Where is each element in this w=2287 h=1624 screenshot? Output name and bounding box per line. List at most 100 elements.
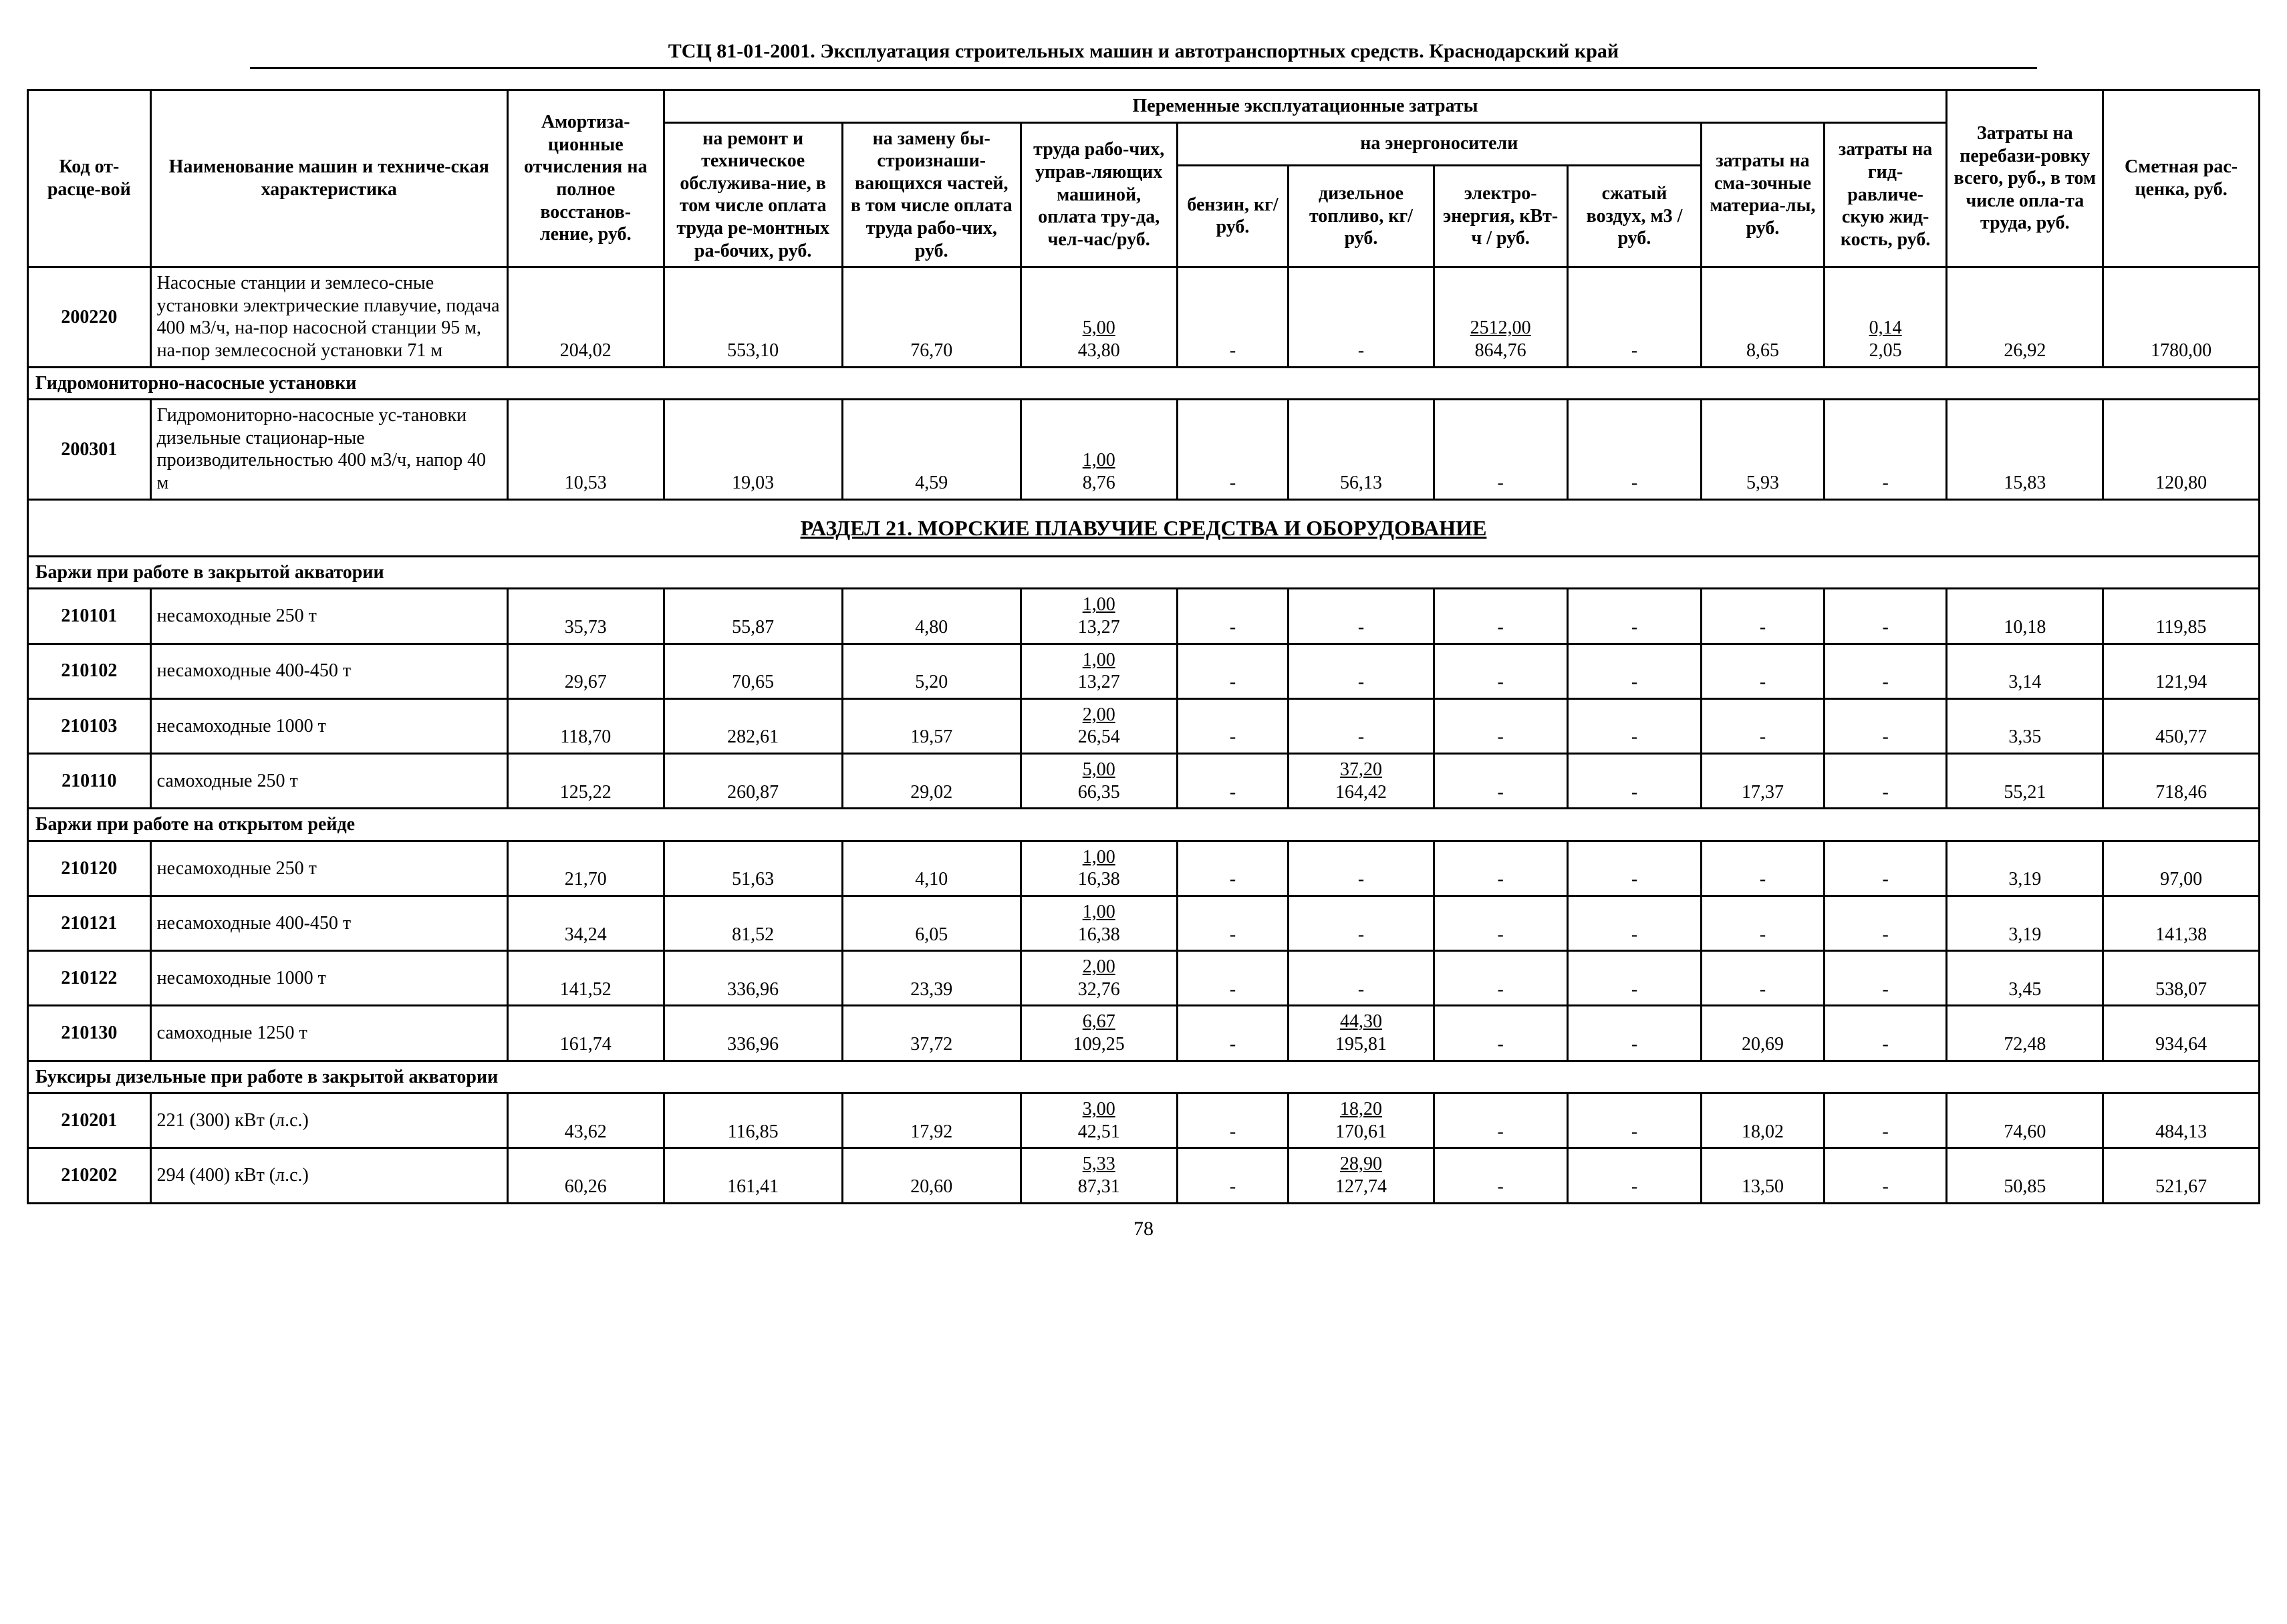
cell-benzin: - [1177,841,1289,896]
cell-replace: 5,20 [842,644,1021,698]
cell-hydra: - [1824,951,1947,1006]
cell-amort: 118,70 [507,698,664,753]
cell-code: 200220 [28,267,151,367]
col-energy-group: на энергоносители [1177,122,1702,165]
cell-reloc: 26,92 [1947,267,2103,367]
cell-name: Гидромониторно-насосные ус-тановки дизел… [150,400,507,499]
cell-reloc: 3,19 [1947,896,2103,951]
cell-lube: 8,65 [1702,267,1825,367]
col-labor: труда рабо-чих, управ-ляющих машиной, оп… [1021,122,1177,267]
cell-replace: 76,70 [842,267,1021,367]
cell-labor: 1,008,76 [1021,400,1177,499]
cell-name: 294 (400) кВт (л.с.) [150,1148,507,1203]
cell-labor: 1,0016,38 [1021,896,1177,951]
table-header: Код от-расце-вой Наименование машин и те… [28,90,2260,267]
section-title: РАЗДЕЛ 21. МОРСКИЕ ПЛАВУЧИЕ СРЕДСТВА И О… [28,499,2260,556]
cell-air: - [1567,400,1701,499]
col-repair: на ремонт и техническое обслужива-ние, в… [664,122,842,267]
cell-air: - [1567,1006,1701,1061]
cell-electro: - [1434,841,1567,896]
cell-diesel: - [1289,896,1434,951]
cell-repair: 70,65 [664,644,842,698]
cell-benzin: - [1177,644,1289,698]
cell-lube: 20,69 [1702,1006,1825,1061]
cell-lube: - [1702,698,1825,753]
cell-air: - [1567,1093,1701,1148]
cell-name: самоходные 250 т [150,754,507,809]
cell-amort: 34,24 [507,896,664,951]
cell-replace: 4,10 [842,841,1021,896]
cell-lube: - [1702,644,1825,698]
cost-table: Код от-расце-вой Наименование машин и те… [27,89,2260,1204]
title-underline [250,67,2037,69]
cell-air: - [1567,951,1701,1006]
cell-reloc: 15,83 [1947,400,2103,499]
cell-repair: 81,52 [664,896,842,951]
cell-air: - [1567,896,1701,951]
cell-air: - [1567,698,1701,753]
col-variable-group: Переменные эксплуатационные затраты [664,90,1947,123]
cell-labor: 1,0013,27 [1021,644,1177,698]
cell-electro: 2512,00864,76 [1434,267,1567,367]
cell-lube: 17,37 [1702,754,1825,809]
cell-hydra: - [1824,841,1947,896]
cell-replace: 23,39 [842,951,1021,1006]
cell-reloc: 74,60 [1947,1093,2103,1148]
cell-labor: 5,3387,31 [1021,1148,1177,1203]
cell-electro: - [1434,400,1567,499]
cell-air: - [1567,589,1701,644]
cell-name: Насосные станции и землесо-сные установк… [150,267,507,367]
cell-reloc: 10,18 [1947,589,2103,644]
cell-name: несамоходные 1000 т [150,951,507,1006]
subheader-row: Баржи при работе на открытом рейде [28,809,2260,841]
cell-air: - [1567,267,1701,367]
cell-repair: 161,41 [664,1148,842,1203]
cell-replace: 6,05 [842,896,1021,951]
subheader-row: Буксиры дизельные при работе в закрытой … [28,1061,2260,1093]
cell-repair: 55,87 [664,589,842,644]
cell-benzin: - [1177,1093,1289,1148]
cell-amort: 10,53 [507,400,664,499]
cell-lube: 13,50 [1702,1148,1825,1203]
table-row: 210130самоходные 1250 т161,74336,9637,72… [28,1006,2260,1061]
cell-benzin: - [1177,951,1289,1006]
cell-reloc: 3,14 [1947,644,2103,698]
col-lube: затраты на сма-зочные материа-лы, руб. [1702,122,1825,267]
col-electro: электро-энергия, кВт-ч / руб. [1434,165,1567,267]
col-benzin: бензин, кг/руб. [1177,165,1289,267]
col-code: Код от-расце-вой [28,90,151,267]
cell-code: 210201 [28,1093,151,1148]
cell-hydra: 0,142,05 [1824,267,1947,367]
col-air: сжатый воздух, м3 / руб. [1567,165,1701,267]
cell-amort: 141,52 [507,951,664,1006]
cell-rate: 97,00 [2103,841,2260,896]
table-body: 200220Насосные станции и землесо-сные ус… [28,267,2260,1203]
cell-lube: - [1702,841,1825,896]
page-number: 78 [27,1218,2260,1240]
cell-hydra: - [1824,1093,1947,1148]
cell-code: 210102 [28,644,151,698]
cell-replace: 20,60 [842,1148,1021,1203]
cell-rate: 484,13 [2103,1093,2260,1148]
cell-amort: 60,26 [507,1148,664,1203]
cell-name: несамоходные 400-450 т [150,644,507,698]
cell-electro: - [1434,589,1567,644]
cell-reloc: 3,19 [1947,841,2103,896]
cell-air: - [1567,754,1701,809]
cell-amort: 161,74 [507,1006,664,1061]
table-row: 210121несамоходные 400-450 т34,2481,526,… [28,896,2260,951]
cell-rate: 119,85 [2103,589,2260,644]
cell-code: 210121 [28,896,151,951]
cell-labor: 6,67109,25 [1021,1006,1177,1061]
cell-reloc: 55,21 [1947,754,2103,809]
cell-rate: 934,64 [2103,1006,2260,1061]
cell-lube: - [1702,589,1825,644]
col-reloc: Затраты на перебази-ровку всего, руб., в… [1947,90,2103,267]
cell-air: - [1567,841,1701,896]
cell-electro: - [1434,1006,1567,1061]
cell-replace: 19,57 [842,698,1021,753]
cell-repair: 116,85 [664,1093,842,1148]
cell-code: 210202 [28,1148,151,1203]
cell-lube: 5,93 [1702,400,1825,499]
cell-electro: - [1434,754,1567,809]
